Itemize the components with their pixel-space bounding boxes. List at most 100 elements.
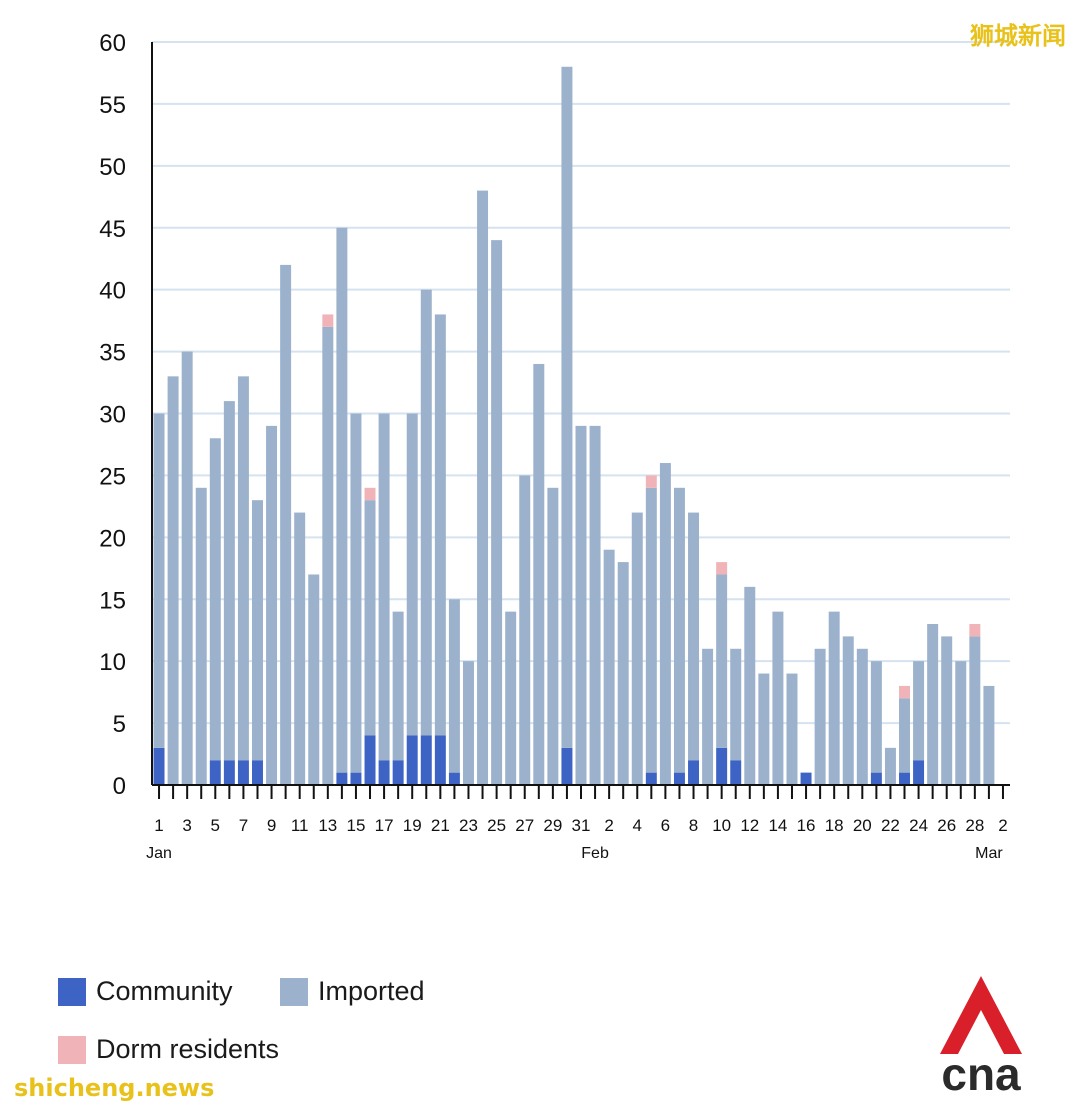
- x-tick-label: 20: [853, 816, 872, 835]
- bar-segment-imported: [561, 66, 573, 748]
- bar-segment-imported: [645, 487, 657, 773]
- bar-segment-imported: [955, 661, 967, 785]
- bar-segment-community: [899, 772, 910, 785]
- x-tick-label: 15: [346, 816, 365, 835]
- bar-segment-imported: [702, 648, 714, 785]
- y-tick-label: 10: [99, 649, 126, 676]
- x-tick-label: 9: [267, 816, 276, 835]
- bar-segment-community: [252, 760, 263, 785]
- bar-segment-community: [223, 760, 235, 785]
- bar-segment-imported: [730, 648, 742, 761]
- bar-segment-imported: [223, 401, 235, 761]
- bar-segment-imported: [434, 314, 446, 736]
- bar-segment-dorm-residents: [969, 624, 981, 637]
- bar-segment-imported: [631, 512, 643, 785]
- bar-segment-imported: [308, 574, 320, 785]
- bar-segment-imported: [744, 586, 756, 785]
- bar-segment-dorm-residents: [322, 314, 334, 327]
- bar-segment-community: [913, 760, 925, 785]
- y-tick-label: 30: [99, 402, 126, 429]
- bar-segment-community: [800, 772, 812, 785]
- bar-segment-imported: [519, 475, 531, 785]
- bar-segment-imported: [209, 438, 221, 761]
- bar-segment-imported: [856, 648, 868, 785]
- x-tick-label: 22: [881, 816, 900, 835]
- bar-segment-community: [378, 760, 390, 785]
- y-tick-label: 5: [113, 711, 126, 738]
- month-label: Jan: [146, 845, 172, 862]
- x-tick-label: 5: [211, 816, 220, 835]
- bar-segment-imported: [814, 648, 826, 785]
- bar-segment-imported: [237, 376, 249, 761]
- bar-segment-imported: [969, 636, 981, 785]
- bar-segment-imported: [350, 413, 362, 773]
- x-tick-label: 4: [633, 816, 642, 835]
- x-tick-label: 3: [182, 816, 191, 835]
- bar-segment-imported: [828, 611, 840, 785]
- bar-segment-imported: [575, 425, 587, 785]
- x-tick-label: 28: [965, 816, 984, 835]
- legend-item-imported: Imported: [280, 976, 425, 1007]
- x-tick-label: 8: [689, 816, 698, 835]
- legend-label-community: Community: [96, 976, 233, 1006]
- bar-segment-imported: [533, 363, 545, 785]
- bar-segment-imported: [913, 661, 925, 761]
- legend-swatch-imported: [280, 977, 308, 1006]
- y-tick-label: 55: [99, 92, 126, 119]
- bar-segment-dorm-residents: [645, 475, 657, 488]
- bar-segment-imported: [336, 227, 348, 773]
- bar-segment-community: [350, 772, 362, 785]
- x-tick-label: 12: [740, 816, 759, 835]
- bar-segment-imported: [772, 611, 784, 785]
- watermark-top-right: 狮城新闻: [970, 22, 1066, 50]
- cna-logo-text: cna: [941, 1048, 1021, 1094]
- bar-segment-imported: [688, 512, 700, 761]
- bar-segment-imported: [786, 673, 798, 785]
- x-tick-label: 2: [998, 816, 1007, 835]
- bar-segment-community: [406, 735, 418, 785]
- bar-segment-community: [392, 760, 404, 785]
- bar-segment-imported: [716, 574, 728, 748]
- bar-segment-community: [448, 772, 460, 785]
- bar-segment-imported: [195, 487, 207, 785]
- bar-segment-community: [730, 760, 742, 785]
- bar-segment-imported: [941, 636, 953, 785]
- watermark-bottom-left: shicheng.news: [14, 1074, 215, 1102]
- x-tick-label: 27: [515, 816, 534, 835]
- bar-segment-imported: [589, 425, 601, 785]
- y-tick-label: 25: [99, 463, 126, 490]
- y-axis: 0 5 10 15 20 25 30 35 40 45 50 55 60: [99, 30, 153, 800]
- y-tick-label: 60: [99, 30, 126, 57]
- x-tick-label: 13: [318, 816, 337, 835]
- y-tick-label: 45: [99, 216, 126, 243]
- x-tick-label: 26: [937, 816, 956, 835]
- bar-segment-imported: [547, 487, 559, 785]
- bar-segment-community: [420, 735, 432, 785]
- month-label: Mar: [975, 845, 1003, 862]
- bar-segment-community: [336, 772, 348, 785]
- bar-segment-community: [673, 772, 685, 785]
- bar-segment-imported: [420, 289, 432, 736]
- bar-segment-imported: [842, 636, 854, 785]
- bar-segment-imported: [758, 673, 770, 785]
- legend-label-imported: Imported: [318, 976, 425, 1006]
- legend-swatch-dorm: [58, 1035, 86, 1064]
- x-tick-label: 14: [768, 816, 787, 835]
- legend-item-dorm: Dorm residents: [58, 1034, 279, 1065]
- cna-logo: cna: [940, 976, 1022, 1094]
- bar-segment-community: [561, 747, 573, 785]
- x-tick-label: 25: [487, 816, 506, 835]
- bar-segment-imported: [870, 661, 882, 773]
- legend-label-dorm: Dorm residents: [96, 1034, 280, 1064]
- bar-segment-imported: [899, 698, 910, 773]
- bar-segment-community: [153, 747, 165, 785]
- x-tick-label: 11: [291, 816, 309, 835]
- bar-segment-imported: [406, 413, 418, 736]
- bar-segment-imported: [181, 351, 193, 785]
- bar-segment-imported: [364, 500, 376, 736]
- bar-segment-imported: [280, 264, 292, 785]
- bar-segment-imported: [491, 240, 503, 786]
- bar-segment-imported: [659, 463, 671, 785]
- bar-segment-community: [434, 735, 446, 785]
- x-tick-label: 29: [543, 816, 562, 835]
